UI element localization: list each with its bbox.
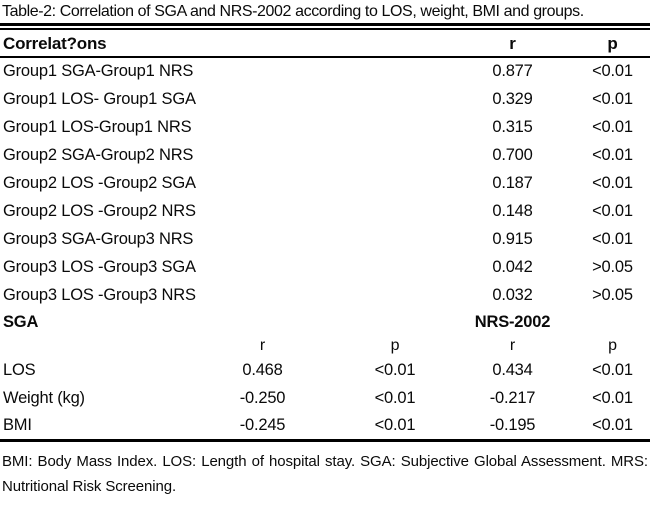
footnote-line-1: BMI: Body Mass Index. LOS: Length of hos… (2, 452, 648, 470)
table-row: Group1 SGA-Group1 NRS 0.877 <0.01 (0, 57, 650, 85)
p-value: >0.05 (592, 285, 633, 304)
subheader-sga-r: r (259, 336, 266, 354)
r-value: 0.032 (492, 285, 533, 304)
r-value: 0.042 (492, 257, 533, 276)
p-value: <0.01 (592, 201, 633, 220)
table-row: Group3 SGA-Group3 NRS 0.915 <0.01 (0, 225, 650, 253)
p-value: <0.01 (592, 173, 633, 192)
r-value: 0.877 (492, 62, 533, 81)
table-row: Group1 LOS- Group1 SGA 0.329 <0.01 (0, 85, 650, 113)
table-caption: Table-2: Correlation of SGA and NRS-2002… (2, 3, 584, 20)
empty-cell (575, 309, 650, 335)
correlation-label: Group3 SGA-Group3 NRS (3, 229, 194, 248)
correlation-label: Group1 SGA-Group1 NRS (3, 62, 194, 81)
r-value: 0.329 (492, 89, 533, 108)
correlation-label: Group2 LOS -Group2 SGA (3, 173, 196, 192)
sga-r-value: -0.250 (239, 388, 286, 407)
measure-label: BMI (3, 416, 32, 434)
header-correlations: Correlat?ons (0, 30, 450, 58)
table-row: Group2 SGA-Group2 NRS 0.700 <0.01 (0, 141, 650, 169)
subheader-sga-p: p (390, 336, 400, 354)
subheader-nrs-r: r (509, 336, 516, 354)
table-row: Group3 LOS -Group3 SGA 0.042 >0.05 (0, 253, 650, 281)
p-value: <0.01 (592, 117, 633, 136)
table-header-row: Correlat?ons r p (0, 30, 650, 58)
table-row: LOS 0.468 <0.01 0.434 <0.01 (0, 356, 650, 384)
table-row: Group2 LOS -Group2 SGA 0.187 <0.01 (0, 169, 650, 197)
r-value: 0.915 (492, 229, 533, 248)
table-row: Weight (kg) -0.250 <0.01 -0.217 <0.01 (0, 384, 650, 412)
correlation-table: Correlat?ons r p Group1 SGA-Group1 NRS 0… (0, 30, 650, 442)
footnote-line-2: Nutritional Risk Screening. (2, 477, 177, 495)
correlation-label: Group3 LOS -Group3 NRS (3, 285, 196, 304)
correlation-label: Group2 LOS -Group2 NRS (3, 201, 196, 220)
r-value: 0.187 (492, 173, 533, 192)
top-double-rule (0, 23, 650, 30)
measure-label: LOS (3, 360, 36, 379)
correlation-label: Group3 LOS -Group3 SGA (3, 257, 196, 276)
sga-r-value: -0.245 (239, 416, 286, 434)
table-footnote: BMI: Body Mass Index. LOS: Length of hos… (0, 442, 650, 499)
nrs-r-value: -0.195 (489, 416, 536, 434)
sga-r-value: 0.468 (242, 360, 283, 379)
p-value: <0.01 (592, 89, 633, 108)
correlation-label: Group2 SGA-Group2 NRS (3, 145, 194, 164)
correlation-label: Group1 LOS-Group1 NRS (3, 117, 192, 136)
p-value: <0.01 (592, 145, 633, 164)
p-value: >0.05 (592, 257, 633, 276)
p-value: <0.01 (592, 62, 633, 81)
nrs-p-value: <0.01 (592, 416, 633, 434)
subheader-nrs-p: p (608, 336, 617, 354)
sga-p-value: <0.01 (374, 388, 416, 407)
table-row: Group2 LOS -Group2 NRS 0.148 <0.01 (0, 197, 650, 225)
sga-group-label: SGA (3, 312, 39, 331)
sga-p-value: <0.01 (374, 416, 416, 434)
measure-label: Weight (kg) (3, 388, 85, 407)
p-value: <0.01 (592, 229, 633, 248)
sga-p-value: <0.01 (374, 360, 416, 379)
scale-header-row: SGA NRS-2002 (0, 309, 650, 335)
r-value: 0.315 (492, 117, 533, 136)
table-row: BMI -0.245 <0.01 -0.195 <0.01 (0, 412, 650, 440)
nrs-r-value: 0.434 (492, 360, 533, 379)
header-r: r (450, 30, 575, 58)
nrs-p-value: <0.01 (592, 388, 633, 407)
subheader-row: r p r p (0, 335, 650, 356)
nrs-p-value: <0.01 (592, 360, 633, 379)
nrs-group-label: NRS-2002 (474, 312, 551, 331)
empty-cell (0, 335, 185, 356)
table-row: Group1 LOS-Group1 NRS 0.315 <0.01 (0, 113, 650, 141)
header-p: p (575, 30, 650, 58)
table-row: Group3 LOS -Group3 NRS 0.032 >0.05 (0, 281, 650, 309)
r-value: 0.700 (492, 145, 533, 164)
r-value: 0.148 (492, 201, 533, 220)
nrs-r-value: -0.217 (489, 388, 536, 407)
correlation-label: Group1 LOS- Group1 SGA (3, 89, 196, 108)
